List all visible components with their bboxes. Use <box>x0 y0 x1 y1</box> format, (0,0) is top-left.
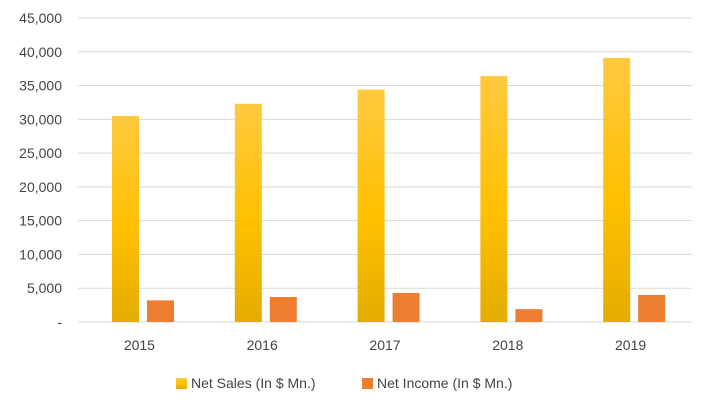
x-tick-label: 2015 <box>124 337 155 353</box>
y-tick-label: 5,000 <box>27 280 62 296</box>
bar-net-income-2018 <box>515 309 543 322</box>
legend-swatch-net-sales <box>176 378 187 389</box>
bar-net-sales-2019 <box>603 57 631 322</box>
bar-net-sales-2016 <box>234 103 262 322</box>
y-tick-label: 35,000 <box>19 78 62 94</box>
bar-net-income-2016 <box>269 297 297 322</box>
legend-label: Net Sales (In $ Mn.) <box>191 375 316 391</box>
x-tick-label: 2018 <box>492 337 523 353</box>
y-tick-label: 15,000 <box>19 213 62 229</box>
legend: Net Sales (In $ Mn.) Net Income (In $ Mn.… <box>176 375 512 391</box>
y-tick-label: 20,000 <box>19 179 62 195</box>
bar-net-income-2019 <box>638 294 666 322</box>
bar-net-income-2015 <box>147 300 174 322</box>
x-tick-label: 2019 <box>615 337 646 353</box>
y-tick-label: 30,000 <box>19 111 62 127</box>
bar-net-income-2017 <box>392 292 420 322</box>
x-tick-label: 2017 <box>369 337 400 353</box>
y-axis-ticks: - 5,000 10,000 15,000 20,000 25,000 30,000 35,0… <box>19 10 62 330</box>
legend-item: Net Income (In $ Mn.) <box>362 375 512 391</box>
y-tick-label: 40,000 <box>19 44 62 60</box>
y-tick-label: 10,000 <box>19 246 62 262</box>
y-tick-label: 45,000 <box>19 10 62 26</box>
bar-net-sales-2015 <box>112 115 139 322</box>
gridlines <box>78 17 692 323</box>
legend-swatch-net-income <box>362 378 373 389</box>
bar-net-sales-2018 <box>480 76 508 322</box>
legend-item: Net Sales (In $ Mn.) <box>176 375 316 391</box>
bars <box>112 57 666 322</box>
y-tick-label: 25,000 <box>19 145 62 161</box>
y-tick-label: - <box>57 314 62 330</box>
x-axis-ticks: 2015 2016 2017 2018 2019 <box>124 337 647 353</box>
legend-label: Net Income (In $ Mn.) <box>377 375 512 391</box>
x-tick-label: 2016 <box>247 337 278 353</box>
bar-net-sales-2017 <box>357 89 385 322</box>
